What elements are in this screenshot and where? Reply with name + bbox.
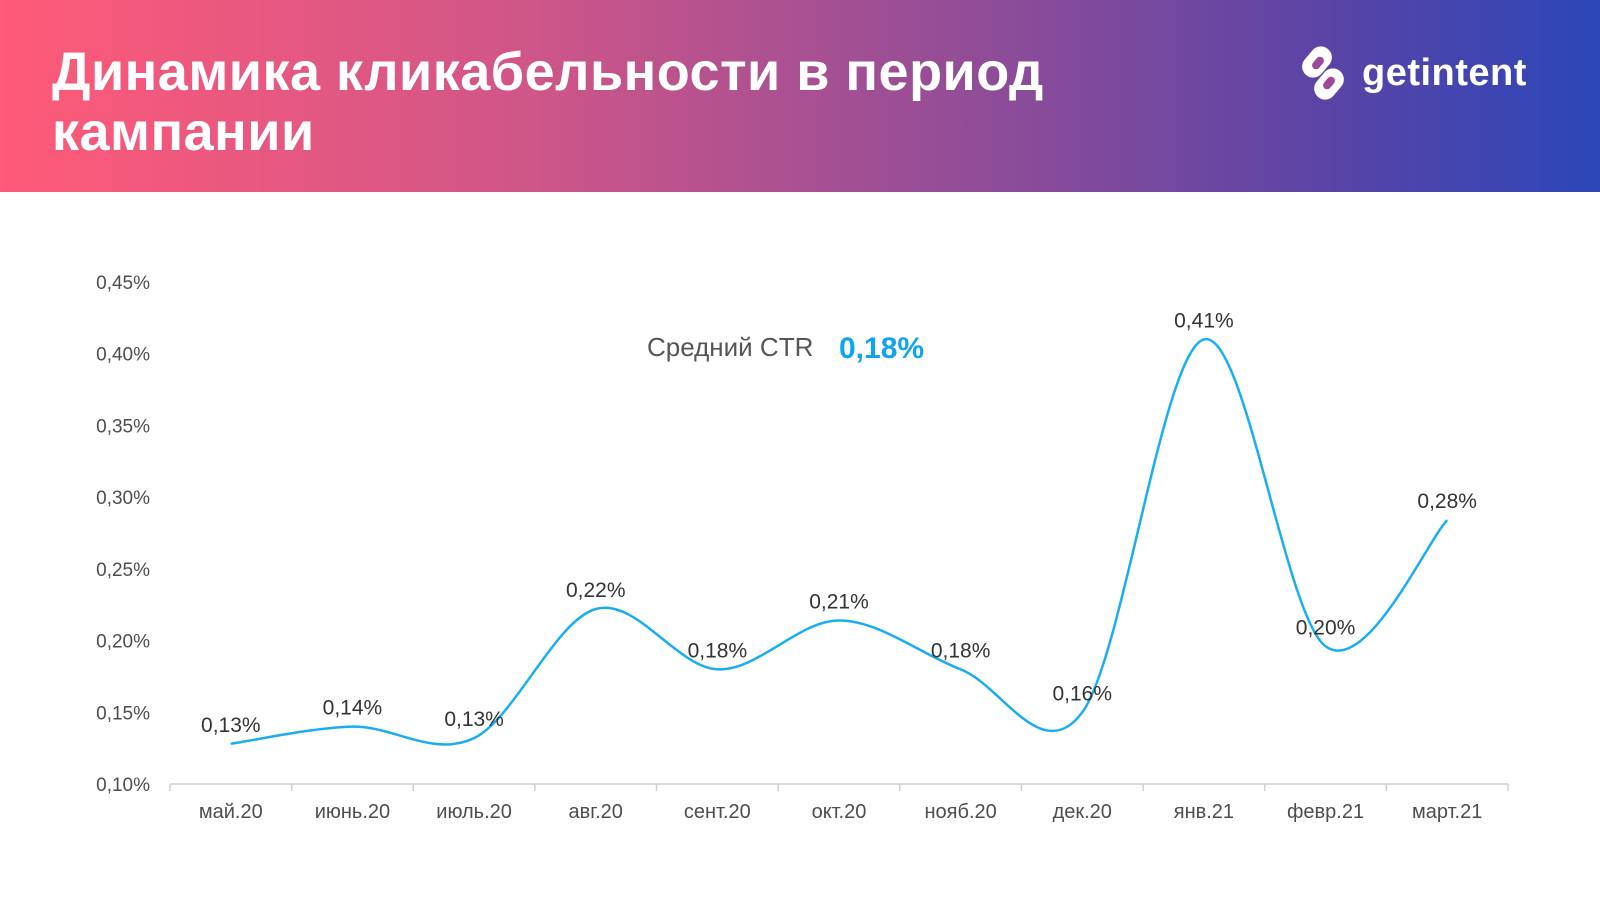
average-ctr-label: Средний CTR <box>647 332 813 362</box>
y-tick-label: 0,10% <box>96 775 150 796</box>
logo-text: getintent <box>1362 51 1527 94</box>
data-label: 0,22% <box>566 579 626 602</box>
data-label: 0,18% <box>931 639 991 662</box>
x-tick-label: янв.21 <box>1174 801 1234 823</box>
data-label: 0,41% <box>1174 309 1234 332</box>
x-tick-label: февр.21 <box>1287 801 1364 823</box>
data-label: 0,16% <box>1052 682 1112 705</box>
x-tick-label: авг.20 <box>569 801 623 823</box>
average-ctr-value: 0,18% <box>839 332 924 365</box>
y-tick-label: 0,30% <box>96 488 150 509</box>
y-tick-label: 0,40% <box>96 345 150 366</box>
data-label: 0,28% <box>1417 490 1477 513</box>
ctr-series-line <box>230 338 1449 746</box>
x-axis: май.20 июнь.20 июль.20 авг.20 сент.20 окт.20 н… <box>169 783 1509 823</box>
x-tick-label: июль.20 <box>436 801 512 823</box>
page-title: Динамика кликабельности в период кампани… <box>52 42 1044 162</box>
x-tick-label: окт.20 <box>812 801 867 823</box>
data-label: 0,14% <box>323 697 383 720</box>
x-tick-label: июнь.20 <box>315 801 390 823</box>
x-tick-label: дек.20 <box>1053 801 1112 823</box>
y-tick-label: 0,25% <box>96 560 150 581</box>
x-tick-label: нояб.20 <box>925 801 997 823</box>
average-ctr-annotation: Средний CTR 0,18% <box>647 332 924 365</box>
brand-logo: getintent <box>1292 38 1552 108</box>
y-tick-label: 0,45% <box>96 273 150 294</box>
y-tick-label: 0,20% <box>96 632 150 653</box>
x-tick-label: май.20 <box>199 801 263 823</box>
x-tick-label: сент.20 <box>684 801 751 823</box>
data-label: 0,13% <box>201 714 261 737</box>
y-tick-label: 0,15% <box>96 703 150 724</box>
data-label: 0,21% <box>809 590 869 613</box>
data-label: 0,18% <box>688 639 748 662</box>
header-banner: Динамика кликабельности в период кампани… <box>0 0 1600 192</box>
ctr-line-chart: 0,10% 0,15% 0,20% 0,25% 0,30% 0,35% 0,40% 0,45%… <box>96 273 1509 823</box>
data-label: 0,13% <box>444 708 504 731</box>
getintent-logo-icon <box>1302 46 1344 100</box>
y-axis: 0,10% 0,15% 0,20% 0,25% 0,30% 0,35% 0,40% 0,45% <box>96 273 150 796</box>
data-label: 0,20% <box>1296 616 1356 639</box>
y-tick-label: 0,35% <box>96 416 150 437</box>
x-tick-label: март.21 <box>1412 801 1482 823</box>
data-labels: 0,13% 0,14% 0,13% 0,22% 0,18% 0,21% 0,18% 0,16%… <box>201 309 1477 736</box>
